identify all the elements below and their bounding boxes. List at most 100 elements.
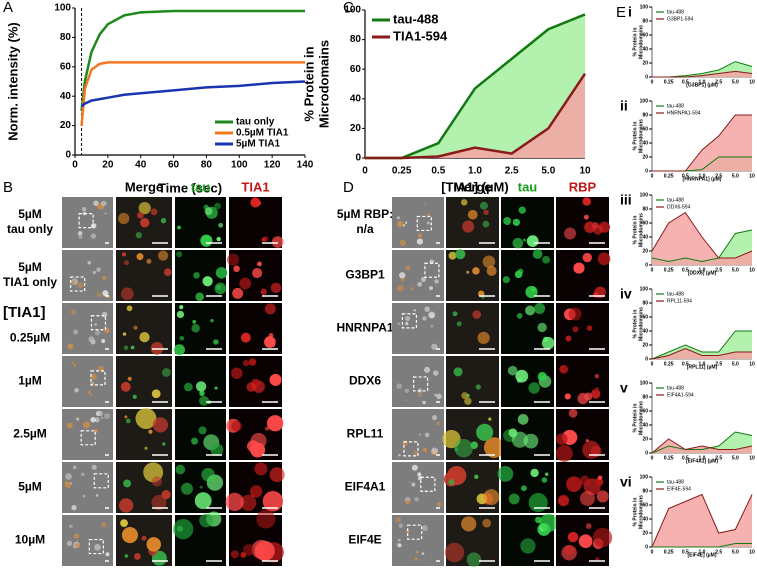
- x-tick-label: 0.25: [664, 79, 674, 85]
- droplet: [453, 367, 463, 377]
- x-tick-label: 1.0: [699, 455, 706, 461]
- droplet: [81, 207, 87, 212]
- x-tick-label: 10: [749, 173, 755, 179]
- droplet: [90, 417, 96, 423]
- micrograph: [116, 303, 172, 355]
- droplet: [176, 310, 185, 319]
- y-tick-label: 0: [645, 544, 648, 550]
- droplet: [567, 531, 579, 543]
- droplet: [582, 440, 601, 459]
- x-tick-label: 0.5: [682, 173, 689, 179]
- x-tick-label: 10: [749, 549, 755, 555]
- y-tick-label: 60: [642, 314, 648, 320]
- droplet: [92, 376, 95, 379]
- droplet: [434, 279, 439, 284]
- legend-label: TIA1-594: [393, 28, 448, 43]
- droplet: [199, 513, 213, 528]
- droplet: [596, 490, 609, 503]
- area: [652, 494, 752, 547]
- y-axis-label: Microdomains: [638, 495, 644, 529]
- droplet: [415, 550, 419, 554]
- droplet: [268, 333, 274, 338]
- y-axis-label: Microdomains: [638, 25, 644, 59]
- droplet: [585, 439, 589, 443]
- droplet: [225, 492, 244, 512]
- droplet: [422, 400, 426, 405]
- droplet: [74, 542, 80, 548]
- x-tick-label: 10: [749, 267, 755, 273]
- droplet: [421, 525, 428, 532]
- x-tick-label: 1.0: [468, 166, 482, 177]
- droplet: [586, 325, 593, 331]
- droplet: [69, 524, 73, 529]
- droplet: [250, 197, 261, 208]
- column-header: TIA1: [241, 179, 269, 194]
- zoom-box: [93, 473, 109, 489]
- y-axis-label: % Protein in: [632, 404, 638, 433]
- y-tick-label: 20: [350, 123, 362, 134]
- x-tick-label: 1.0: [699, 79, 706, 85]
- subpanel-label: ii: [620, 98, 628, 114]
- row-label: 0.25µM: [10, 331, 50, 345]
- micrograph: [501, 356, 554, 407]
- micrograph: [556, 356, 609, 407]
- area: [652, 230, 752, 265]
- area: [652, 212, 752, 265]
- fit-line: [80, 80, 306, 108]
- droplet: [590, 389, 601, 399]
- x-tick-label: 0: [362, 166, 368, 177]
- droplet: [95, 494, 99, 497]
- x-axis-label: [G3BP1] (µM): [686, 82, 718, 88]
- droplet: [271, 236, 284, 248]
- droplet: [397, 543, 402, 548]
- droplet: [91, 464, 97, 470]
- x-tick-label: 0: [651, 549, 654, 555]
- droplet: [90, 339, 96, 345]
- micrograph: [392, 462, 444, 513]
- micrograph: [444, 515, 499, 567]
- zoom-box: [403, 441, 419, 457]
- y-tick-label: 20: [642, 342, 648, 348]
- column-header: Merge: [453, 179, 491, 194]
- droplet: [218, 222, 224, 228]
- droplet: [424, 366, 431, 373]
- droplet: [416, 238, 424, 245]
- y-axis-label: % Protein in: [632, 310, 638, 339]
- y-tick-label: 0: [645, 450, 648, 456]
- droplet: [397, 322, 400, 325]
- droplet: [72, 465, 77, 470]
- area-line: [652, 70, 753, 78]
- y-tick-label: 60: [642, 220, 648, 226]
- droplet: [210, 318, 214, 323]
- x-tick-label: 0.25: [392, 166, 412, 177]
- droplet: [130, 345, 135, 350]
- droplet: [516, 313, 523, 319]
- droplet: [122, 252, 127, 257]
- row-label: 5µM: [18, 207, 42, 221]
- droplet: [397, 538, 401, 542]
- droplet: [102, 290, 109, 297]
- x-tick-label: 0: [651, 361, 654, 367]
- micrograph: [556, 303, 609, 354]
- droplet: [191, 437, 199, 445]
- y-tick-label: 100: [640, 380, 649, 386]
- panel-label: C: [343, 0, 354, 16]
- legend-label: EIF4A1-594: [667, 392, 694, 398]
- legend-label: tau-488: [667, 197, 684, 203]
- droplet: [521, 485, 527, 492]
- droplet: [517, 268, 524, 275]
- micrograph: [556, 515, 613, 566]
- droplet: [541, 336, 555, 350]
- micrograph: [501, 409, 554, 460]
- droplet: [66, 422, 73, 429]
- droplet: [269, 373, 282, 386]
- y-tick-label: 20: [642, 530, 648, 536]
- micrograph: [225, 462, 285, 513]
- droplet: [479, 201, 488, 210]
- droplet: [507, 365, 518, 376]
- micrograph: [556, 250, 611, 301]
- droplet: [73, 533, 79, 539]
- droplet: [127, 376, 132, 381]
- droplet: [251, 493, 255, 497]
- micrograph: [116, 197, 172, 248]
